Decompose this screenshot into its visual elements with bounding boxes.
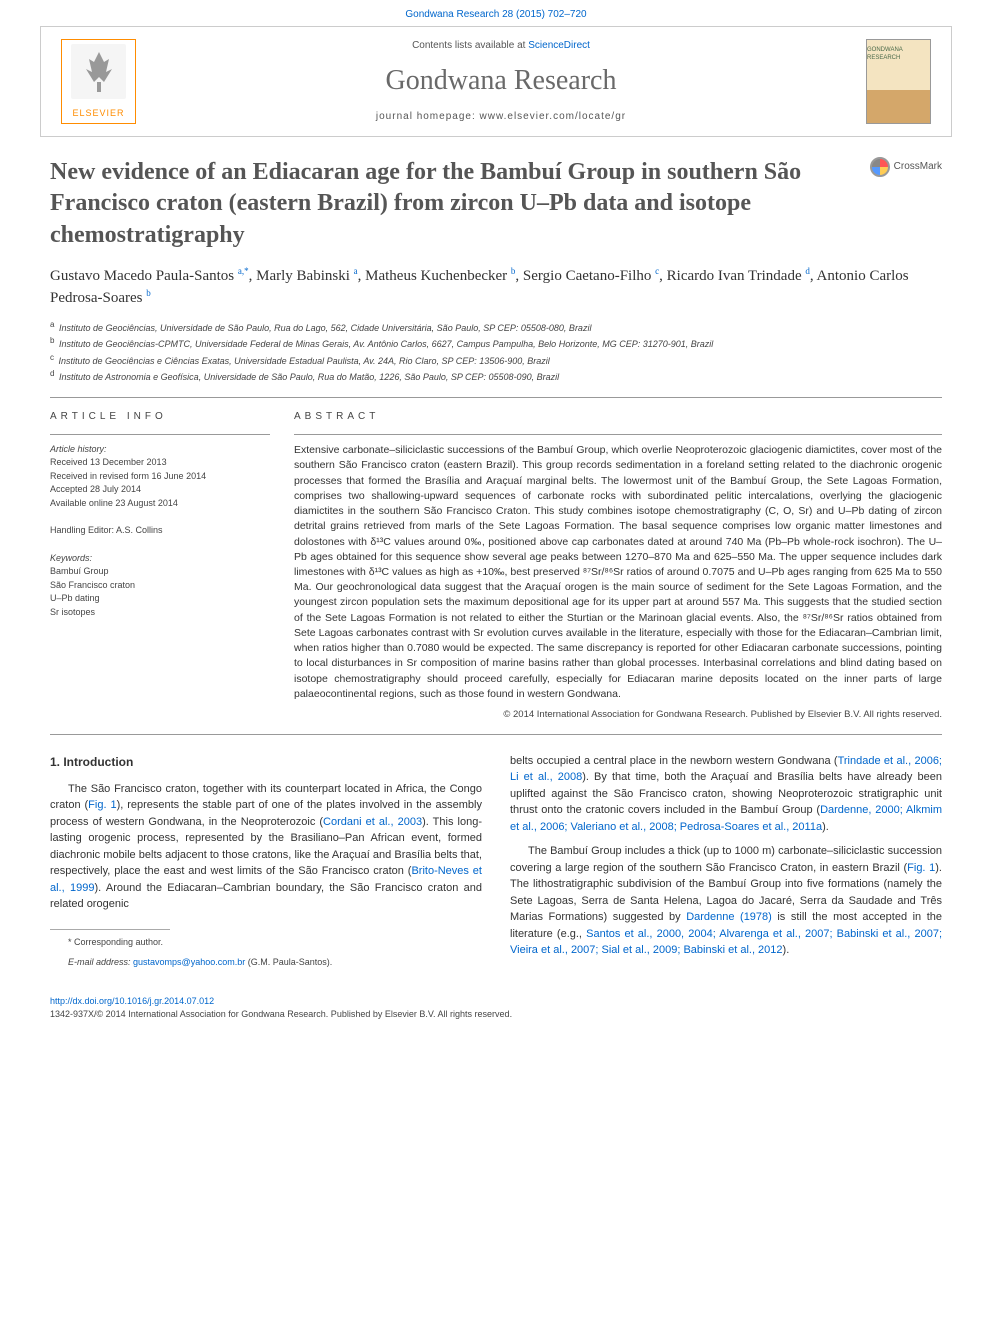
journal-header: ELSEVIER Contents lists available at Sci… — [40, 26, 952, 137]
intro-paragraph-3: The Bambuí Group includes a thick (up to… — [510, 843, 942, 959]
handling-editor: Handling Editor: A.S. Collins — [50, 524, 270, 538]
journal-name: Gondwana Research — [136, 61, 866, 100]
top-citation: Gondwana Research 28 (2015) 702–720 — [0, 0, 992, 26]
column-right: belts occupied a central place in the ne… — [510, 753, 942, 977]
abstract: ABSTRACT Extensive carbonate–siliciclast… — [294, 410, 942, 722]
keywords-label: Keywords: — [50, 552, 270, 566]
abstract-copyright: © 2014 International Association for Gon… — [294, 708, 942, 722]
article-info-label: ARTICLE INFO — [50, 410, 270, 424]
history-label: Article history: — [50, 443, 270, 457]
history-line: Received 13 December 2013 — [50, 456, 270, 470]
author-list: Gustavo Macedo Paula-Santos a,*, Marly B… — [50, 265, 942, 309]
issn-copyright: 1342-937X/© 2014 International Associati… — [50, 1009, 512, 1019]
section-heading-intro: 1. Introduction — [50, 753, 482, 771]
article-title: New evidence of an Ediacaran age for the… — [50, 157, 942, 251]
keywords: Keywords: Bambuí Group São Francisco cra… — [50, 552, 270, 620]
elsevier-tree-icon — [71, 44, 126, 99]
article-header: CrossMark New evidence of an Ediacaran a… — [50, 157, 942, 385]
history-line: Accepted 28 July 2014 — [50, 483, 270, 497]
article-history: Article history: Received 13 December 20… — [50, 443, 270, 511]
keyword: São Francisco craton — [50, 579, 270, 593]
corresponding-author-footnote: * Corresponding author. — [50, 936, 482, 949]
info-abstract-row: ARTICLE INFO Article history: Received 1… — [50, 410, 942, 722]
elsevier-logo: ELSEVIER — [61, 39, 136, 124]
divider — [294, 434, 942, 435]
intro-paragraph-2: belts occupied a central place in the ne… — [510, 753, 942, 836]
crossmark-badge[interactable]: CrossMark — [870, 157, 942, 177]
email-footnote: E-mail address: gustavomps@yahoo.com.br … — [50, 956, 482, 969]
divider — [50, 434, 270, 435]
footnote-divider — [50, 929, 170, 930]
page-footer: http://dx.doi.org/10.1016/j.gr.2014.07.0… — [50, 995, 942, 1020]
keyword: U–Pb dating — [50, 592, 270, 606]
contents-line: Contents lists available at ScienceDirec… — [136, 39, 866, 53]
crossmark-label: CrossMark — [894, 160, 942, 174]
abstract-text: Extensive carbonate–siliciclastic succes… — [294, 443, 942, 702]
column-left: 1. Introduction The São Francisco craton… — [50, 753, 482, 977]
divider — [50, 734, 942, 735]
keyword: Sr isotopes — [50, 606, 270, 620]
journal-homepage: journal homepage: www.elsevier.com/locat… — [136, 110, 866, 124]
history-line: Available online 23 August 2014 — [50, 497, 270, 511]
affiliations: a Instituto de Geociências, Universidade… — [50, 319, 942, 385]
abstract-label: ABSTRACT — [294, 410, 942, 425]
journal-cover-thumb: GONDWANA RESEARCH — [866, 39, 931, 124]
history-line: Received in revised form 16 June 2014 — [50, 470, 270, 484]
divider — [50, 397, 942, 398]
doi-link[interactable]: http://dx.doi.org/10.1016/j.gr.2014.07.0… — [50, 996, 214, 1006]
keyword: Bambuí Group — [50, 565, 270, 579]
elsevier-label: ELSEVIER — [72, 107, 124, 120]
contents-prefix: Contents lists available at — [412, 40, 528, 51]
header-center: Contents lists available at ScienceDirec… — [136, 39, 866, 124]
sciencedirect-link[interactable]: ScienceDirect — [528, 40, 590, 51]
article-info: ARTICLE INFO Article history: Received 1… — [50, 410, 270, 722]
crossmark-icon — [870, 157, 890, 177]
intro-paragraph-1: The São Francisco craton, together with … — [50, 781, 482, 913]
body-columns: 1. Introduction The São Francisco craton… — [50, 753, 942, 977]
